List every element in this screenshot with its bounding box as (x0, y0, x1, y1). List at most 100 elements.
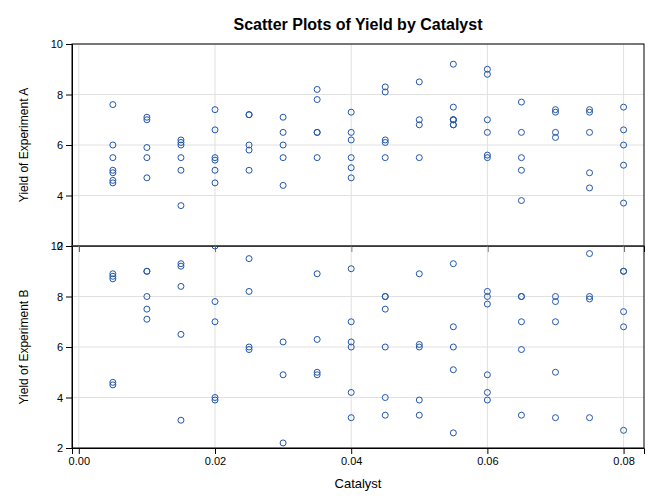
point (450, 324, 456, 330)
point (382, 89, 388, 95)
point (518, 129, 524, 135)
point (144, 175, 150, 181)
point (178, 142, 184, 148)
point (348, 137, 354, 143)
tick-mark (66, 196, 72, 197)
point (280, 129, 286, 135)
point (416, 79, 422, 85)
point (110, 180, 116, 186)
point (280, 372, 286, 378)
point (314, 155, 320, 161)
point (348, 266, 354, 272)
tick: 4 (57, 190, 72, 202)
grid-line-y (72, 397, 644, 398)
point (110, 142, 116, 148)
point (450, 122, 456, 128)
point (587, 251, 593, 257)
point (552, 109, 558, 115)
y-axis-title: Yield of Experiment B (17, 290, 31, 405)
point (416, 155, 422, 161)
point (450, 430, 456, 436)
tick-mark (66, 448, 72, 449)
tick-mark (66, 145, 72, 146)
point (178, 203, 184, 209)
point (144, 145, 150, 151)
tick-label: 10 (51, 240, 63, 252)
tick-label: 0.06 (477, 455, 498, 467)
point (348, 415, 354, 421)
tick-mark (79, 448, 80, 454)
tick-label: 0.04 (341, 455, 362, 467)
point (416, 271, 422, 277)
y-axis-title: Yield of Experiment A (17, 88, 31, 202)
plot-frame (72, 44, 644, 246)
point (246, 347, 252, 353)
panel: 0.000.020.040.060.08246810Yield of Exper… (17, 240, 645, 491)
point (587, 296, 593, 302)
point (621, 309, 627, 315)
x-axis: 0.000.020.040.060.08 (69, 448, 645, 467)
tick-label: 0.00 (69, 455, 90, 467)
y-axis: 246810 (51, 240, 73, 454)
point (212, 107, 218, 113)
point (110, 155, 116, 161)
point (621, 162, 627, 168)
point (212, 299, 218, 305)
point (552, 415, 558, 421)
tick-mark (66, 44, 72, 45)
tick-mark (66, 398, 72, 399)
tick: 2 (57, 442, 72, 454)
point (212, 180, 218, 186)
point (416, 344, 422, 350)
point (280, 440, 286, 446)
tick-label: 6 (57, 139, 63, 151)
point (280, 182, 286, 188)
tick-mark (351, 448, 352, 454)
point (518, 99, 524, 105)
axis-line (73, 449, 645, 455)
point (621, 268, 627, 274)
point (382, 306, 388, 312)
point (110, 102, 116, 108)
title: Scatter Plots of Yield by Catalyst (234, 16, 484, 33)
tick: 0.02 (205, 448, 226, 467)
grid-line-y (72, 94, 644, 95)
point (314, 271, 320, 277)
point (621, 142, 627, 148)
point (621, 324, 627, 330)
point (246, 288, 252, 294)
tick: 8 (57, 89, 72, 101)
point (246, 256, 252, 262)
plot-frame (72, 246, 644, 448)
point (587, 170, 593, 176)
point (178, 331, 184, 337)
point (382, 344, 388, 350)
point (178, 167, 184, 173)
tick-label: 4 (57, 392, 63, 404)
point (518, 294, 524, 300)
point (348, 344, 354, 350)
point (450, 61, 456, 67)
grid-line-y (72, 195, 644, 196)
point (178, 155, 184, 161)
point (416, 397, 422, 403)
tick: 6 (57, 139, 72, 151)
point (621, 104, 627, 110)
tick-label: 10 (51, 38, 63, 50)
tick-mark (624, 448, 625, 454)
point (587, 129, 593, 135)
point (246, 112, 252, 118)
point (212, 319, 218, 325)
point (314, 97, 320, 103)
tick: 10 (51, 38, 72, 50)
tick-mark (66, 246, 72, 247)
grid-line-y (72, 347, 644, 348)
point (518, 167, 524, 173)
point (212, 397, 218, 403)
axis-line (73, 247, 645, 253)
point (280, 339, 286, 345)
tick-mark (66, 297, 72, 298)
point (178, 263, 184, 269)
point (382, 395, 388, 401)
point (484, 294, 490, 300)
